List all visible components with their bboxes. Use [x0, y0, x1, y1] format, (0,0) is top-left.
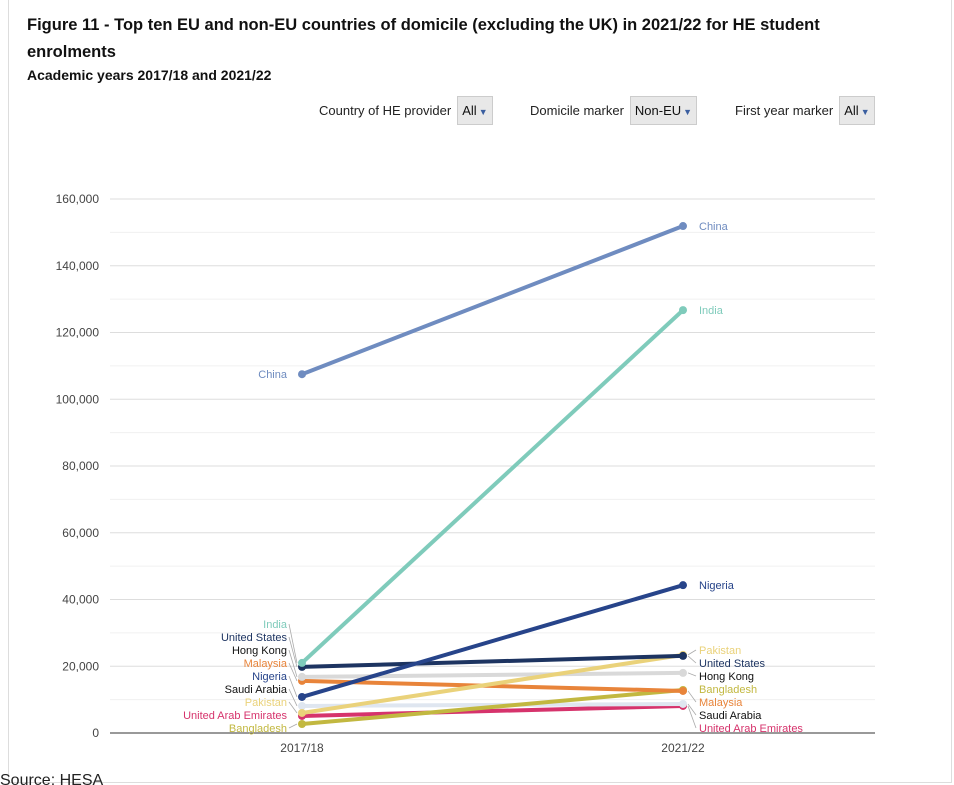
series-line-united-arab-emirates — [301, 703, 684, 718]
caret-down-icon: ▼ — [860, 107, 870, 117]
data-label-united-arab-emirates: United Arab Emirates — [699, 723, 803, 735]
series-line-india — [300, 308, 685, 665]
series-line-bangladesh — [301, 687, 684, 726]
data-point-nigeria — [298, 692, 306, 701]
data-point-china — [298, 370, 306, 379]
leader-line-united-arab-emirates — [687, 705, 697, 729]
data-label-united-states: United States — [221, 632, 288, 644]
leader-line-bangladesh — [288, 723, 298, 729]
data-label-bangladesh: Bangladesh — [699, 684, 757, 696]
data-label-hong-kong: Hong Kong — [232, 645, 287, 657]
first-year-marker-dropdown[interactable]: All ▼ — [839, 96, 875, 125]
leader-line-malaysia — [687, 690, 697, 703]
data-point-hong-kong — [298, 672, 306, 681]
leader-line-india — [288, 623, 298, 663]
y-tick-label: 120,000 — [56, 326, 100, 340]
data-label-china: China — [258, 369, 288, 381]
data-label-pakistan: Pakistan — [699, 645, 741, 657]
data-point-saudi-arabia — [298, 701, 306, 710]
y-tick-label: 80,000 — [62, 459, 99, 473]
data-point-nigeria — [679, 581, 687, 590]
filter-label: First year marker — [735, 103, 834, 118]
leader-line-saudi-arabia — [687, 703, 697, 716]
data-point-malaysia — [679, 686, 687, 695]
leader-line-united-states — [687, 655, 697, 664]
y-tick-label: 160,000 — [56, 192, 100, 206]
y-tick-label: 20,000 — [62, 659, 99, 673]
leader-line-hong-kong — [687, 672, 697, 677]
data-point-china — [679, 222, 687, 231]
caret-down-icon: ▼ — [683, 107, 693, 117]
data-point-hong-kong — [679, 668, 687, 677]
leader-line-saudi-arabia — [288, 688, 298, 707]
data-label-hong-kong: Hong Kong — [699, 671, 754, 683]
figure-frame — [8, 0, 952, 783]
series-line-nigeria — [301, 583, 684, 699]
leader-line-nigeria — [288, 675, 298, 698]
series-line-pakistan — [301, 652, 684, 715]
x-tick-label: 2017/18 — [280, 741, 324, 755]
series-line-hong-kong — [301, 670, 684, 679]
x-tick-label: 2021/22 — [661, 741, 705, 755]
filter-first-year-marker: First year marker All ▼ — [735, 96, 875, 125]
chart-title: Figure 11 - Top ten EU and non-EU countr… — [27, 16, 820, 61]
data-label-nigeria: Nigeria — [699, 580, 735, 592]
caret-down-icon: ▼ — [478, 107, 488, 117]
data-label-united-arab-emirates: United Arab Emirates — [183, 710, 287, 722]
domicile-marker-dropdown[interactable]: Non-EU ▼ — [629, 96, 698, 125]
data-label-bangladesh: Bangladesh — [229, 723, 287, 735]
dropdown-value: All — [462, 103, 477, 118]
series-line-china — [301, 224, 684, 377]
data-point-united-states — [679, 651, 687, 660]
chart-subtitle: Academic years 2017/18 and 2021/22 — [27, 67, 272, 83]
data-label-malaysia: Malaysia — [699, 697, 743, 709]
leader-line-united-states — [288, 636, 298, 668]
filter-label: Country of HE provider — [319, 103, 452, 118]
filter-label: Domicile marker — [530, 103, 624, 118]
data-point-india — [298, 658, 306, 667]
y-tick-label: 60,000 — [62, 526, 99, 540]
dropdown-value: All — [844, 103, 859, 118]
dropdown-value: Non-EU — [634, 103, 682, 118]
leader-line-malaysia — [288, 662, 298, 682]
data-label-saudi-arabia: Saudi Arabia — [225, 684, 288, 696]
data-point-pakistan — [298, 708, 306, 717]
y-tick-label: 140,000 — [56, 259, 100, 273]
data-label-india: India — [699, 305, 724, 317]
y-tick-label: 40,000 — [62, 593, 99, 607]
data-point-india — [679, 306, 687, 315]
data-label-united-states: United States — [699, 658, 766, 670]
series-line-united-states — [301, 653, 684, 669]
data-label-malaysia: Malaysia — [244, 658, 288, 670]
data-label-india: India — [263, 619, 288, 631]
data-label-pakistan: Pakistan — [245, 697, 287, 709]
y-tick-label: 0 — [92, 726, 99, 740]
filter-country-of-he-provider: Country of HE provider All ▼ — [319, 96, 493, 125]
country-provider-dropdown[interactable]: All ▼ — [457, 96, 493, 125]
data-label-nigeria: Nigeria — [252, 671, 288, 683]
data-point-saudi-arabia — [679, 699, 687, 708]
source-note: Source: HESA — [0, 772, 104, 785]
leader-line-pakistan — [687, 649, 697, 656]
leader-line-pakistan — [288, 701, 298, 714]
y-tick-label: 100,000 — [56, 392, 100, 406]
leader-line-hong-kong — [288, 649, 298, 678]
filter-domicile-marker: Domicile marker Non-EU ▼ — [530, 96, 698, 125]
data-point-bangladesh — [298, 719, 306, 728]
data-label-china: China — [699, 221, 729, 233]
data-label-saudi-arabia: Saudi Arabia — [699, 710, 762, 722]
